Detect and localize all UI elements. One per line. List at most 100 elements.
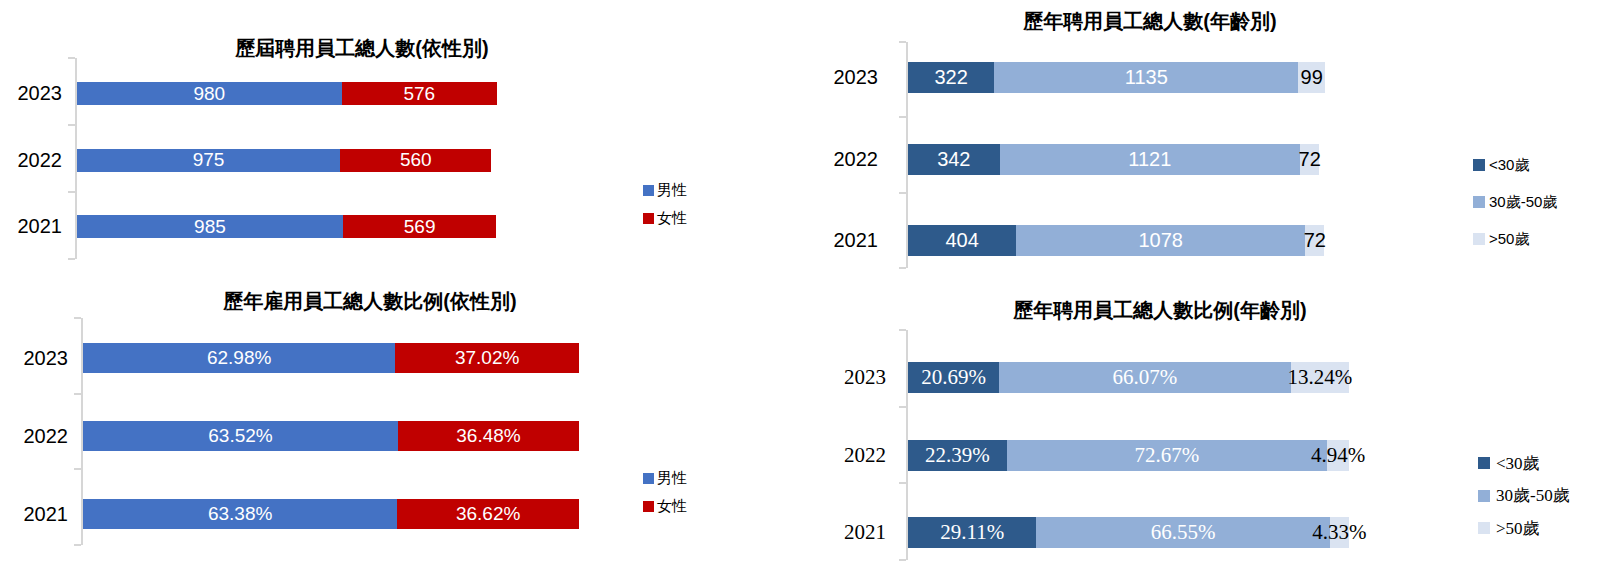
bar-segment: 985 [77,215,343,238]
category-label: 2021 [830,225,878,256]
value-label: 20.69% [921,365,986,390]
plot-area: 62.98% 37.02% 63.52% 36.48% 63.38% 36.62% [81,318,589,545]
axis-tick [74,393,81,395]
plot-area: 322113599342112172404107872 [906,42,1335,268]
category-label: 2022 [0,149,62,172]
legend-item: 30歲-50歲 [1473,192,1557,212]
bar-segment: 66.55% [1036,517,1329,548]
bar-segment: 63.52% [83,421,398,451]
chart-title: 歷年聘用員工總人數比例(年齡別) [830,297,1490,324]
value-label: 72.67% [1135,443,1200,468]
axis-tick [899,482,906,484]
bar-row: 63.52% 36.48% [83,421,579,451]
axis-tick [899,329,906,331]
value-label: 72 [1304,229,1326,252]
value-label: 560 [400,149,432,171]
value-label: 322 [934,66,967,89]
bar-segment: 62.98% [83,343,395,373]
legend-swatch [1473,159,1485,171]
axis-tick [899,41,906,43]
chart-gender-ratio: 歷年雇用員工總人數比例(依性別) 62.98%37.02%63.52%36.48… [0,285,800,569]
bar-row: 63.38% 36.62% [83,499,579,529]
category-label: 2023 [830,62,878,93]
bar-row: 22.39% 72.67% 4.94% [908,440,1349,471]
category-label: 2022 [0,421,68,451]
value-label: 22.39% [925,443,990,468]
bar-row: 29.11%66.55%4.33% [908,517,1349,548]
bar-segment: 72 [1300,144,1319,175]
category-label: 2021 [830,517,886,548]
value-label: 63.38% [208,503,272,525]
bar-row: 980576 [77,82,497,105]
axis-tick [74,544,81,546]
category-label: 2023 [0,82,62,105]
category-label: 2022 [830,440,886,471]
bar-segment: 975 [77,149,340,172]
bar-row: 975 560 [77,149,491,172]
legend-item: >50歲 [1478,518,1540,538]
legend-swatch [643,473,654,484]
bar-segment: 1121 [1000,144,1300,175]
value-label: 37.02% [455,347,519,369]
legend-item: 男性 [643,180,687,200]
legend-item: 30歲-50歲 [1478,486,1570,506]
bar-segment: 29.11% [908,517,1036,548]
bar-segment: 980 [77,82,342,105]
value-label: 569 [404,216,436,238]
bar-row: 20.69% 66.07%13.24% [908,362,1349,393]
chart-title: 歷年聘用員工總人數(年齡別) [830,8,1470,35]
bar-segment: 342 [908,144,1000,175]
value-label: 4.33% [1312,520,1366,545]
plot-area: 980576 975 560 985 569 [75,58,507,259]
axis-tick [74,468,81,470]
value-label: 1121 [1128,148,1171,171]
legend-swatch [643,501,654,512]
legend-item: 女性 [643,496,687,516]
bar-segment: 13.24% [1291,362,1349,393]
value-label: 72 [1299,148,1321,171]
bar-segment: 36.48% [398,421,579,451]
category-label: 2021 [0,499,68,529]
legend-item: <30歲 [1478,453,1540,473]
bar-segment: 4.94% [1327,440,1349,471]
legend-label: <30歲 [1489,156,1529,175]
axis-tick [68,124,75,126]
bar-segment: 404 [908,225,1016,256]
legend-label: 30歲-50歲 [1489,193,1557,212]
plot-area: 20.69% 66.07%13.24% 22.39% 72.67% 4.94% 29.11… [906,330,1359,560]
value-label: 985 [194,216,226,238]
axis-tick [899,116,906,118]
legend-swatch [1478,522,1490,534]
bar-segment: 576 [342,82,497,105]
legend-item: 女性 [643,208,687,228]
category-label: 2023 [0,343,68,373]
value-label: 36.48% [456,425,520,447]
legend-swatch [1473,233,1485,245]
bar-segment: 63.38% [83,499,397,529]
bar-segment: 37.02% [395,343,579,373]
axis-tick [68,191,75,193]
bar-segment: 66.07% [999,362,1290,393]
value-label: 404 [945,229,978,252]
chart-gender-count: 歷屆聘用員工總人數(依性別) 980576975560985569 202320… [0,30,800,275]
legend-label: 30歲-50歲 [1496,484,1570,507]
value-label: 342 [937,148,970,171]
value-label: 975 [193,149,225,171]
legend-label: 女性 [657,209,687,228]
bar-segment: 1135 [994,62,1298,93]
chart-age-ratio: 歷年聘用員工總人數比例(年齡別) 20.69% 66.07%13.24% 22.39… [830,290,1602,569]
value-label: 4.94% [1311,443,1365,468]
category-label: 2022 [830,144,878,175]
legend-swatch [1473,196,1485,208]
axis-tick [68,57,75,59]
legend-item: <30歲 [1473,155,1529,175]
legend-label: >50歲 [1496,517,1540,540]
legend-swatch [1478,490,1490,502]
value-label: 62.98% [207,347,271,369]
bar-row: 342 1121 72 [908,144,1319,175]
bar-row: 62.98% 37.02% [83,343,579,373]
legend-item: 男性 [643,468,687,488]
legend-label: <30歲 [1496,452,1540,475]
category-label: 2021 [0,215,62,238]
value-label: 36.62% [456,503,520,525]
